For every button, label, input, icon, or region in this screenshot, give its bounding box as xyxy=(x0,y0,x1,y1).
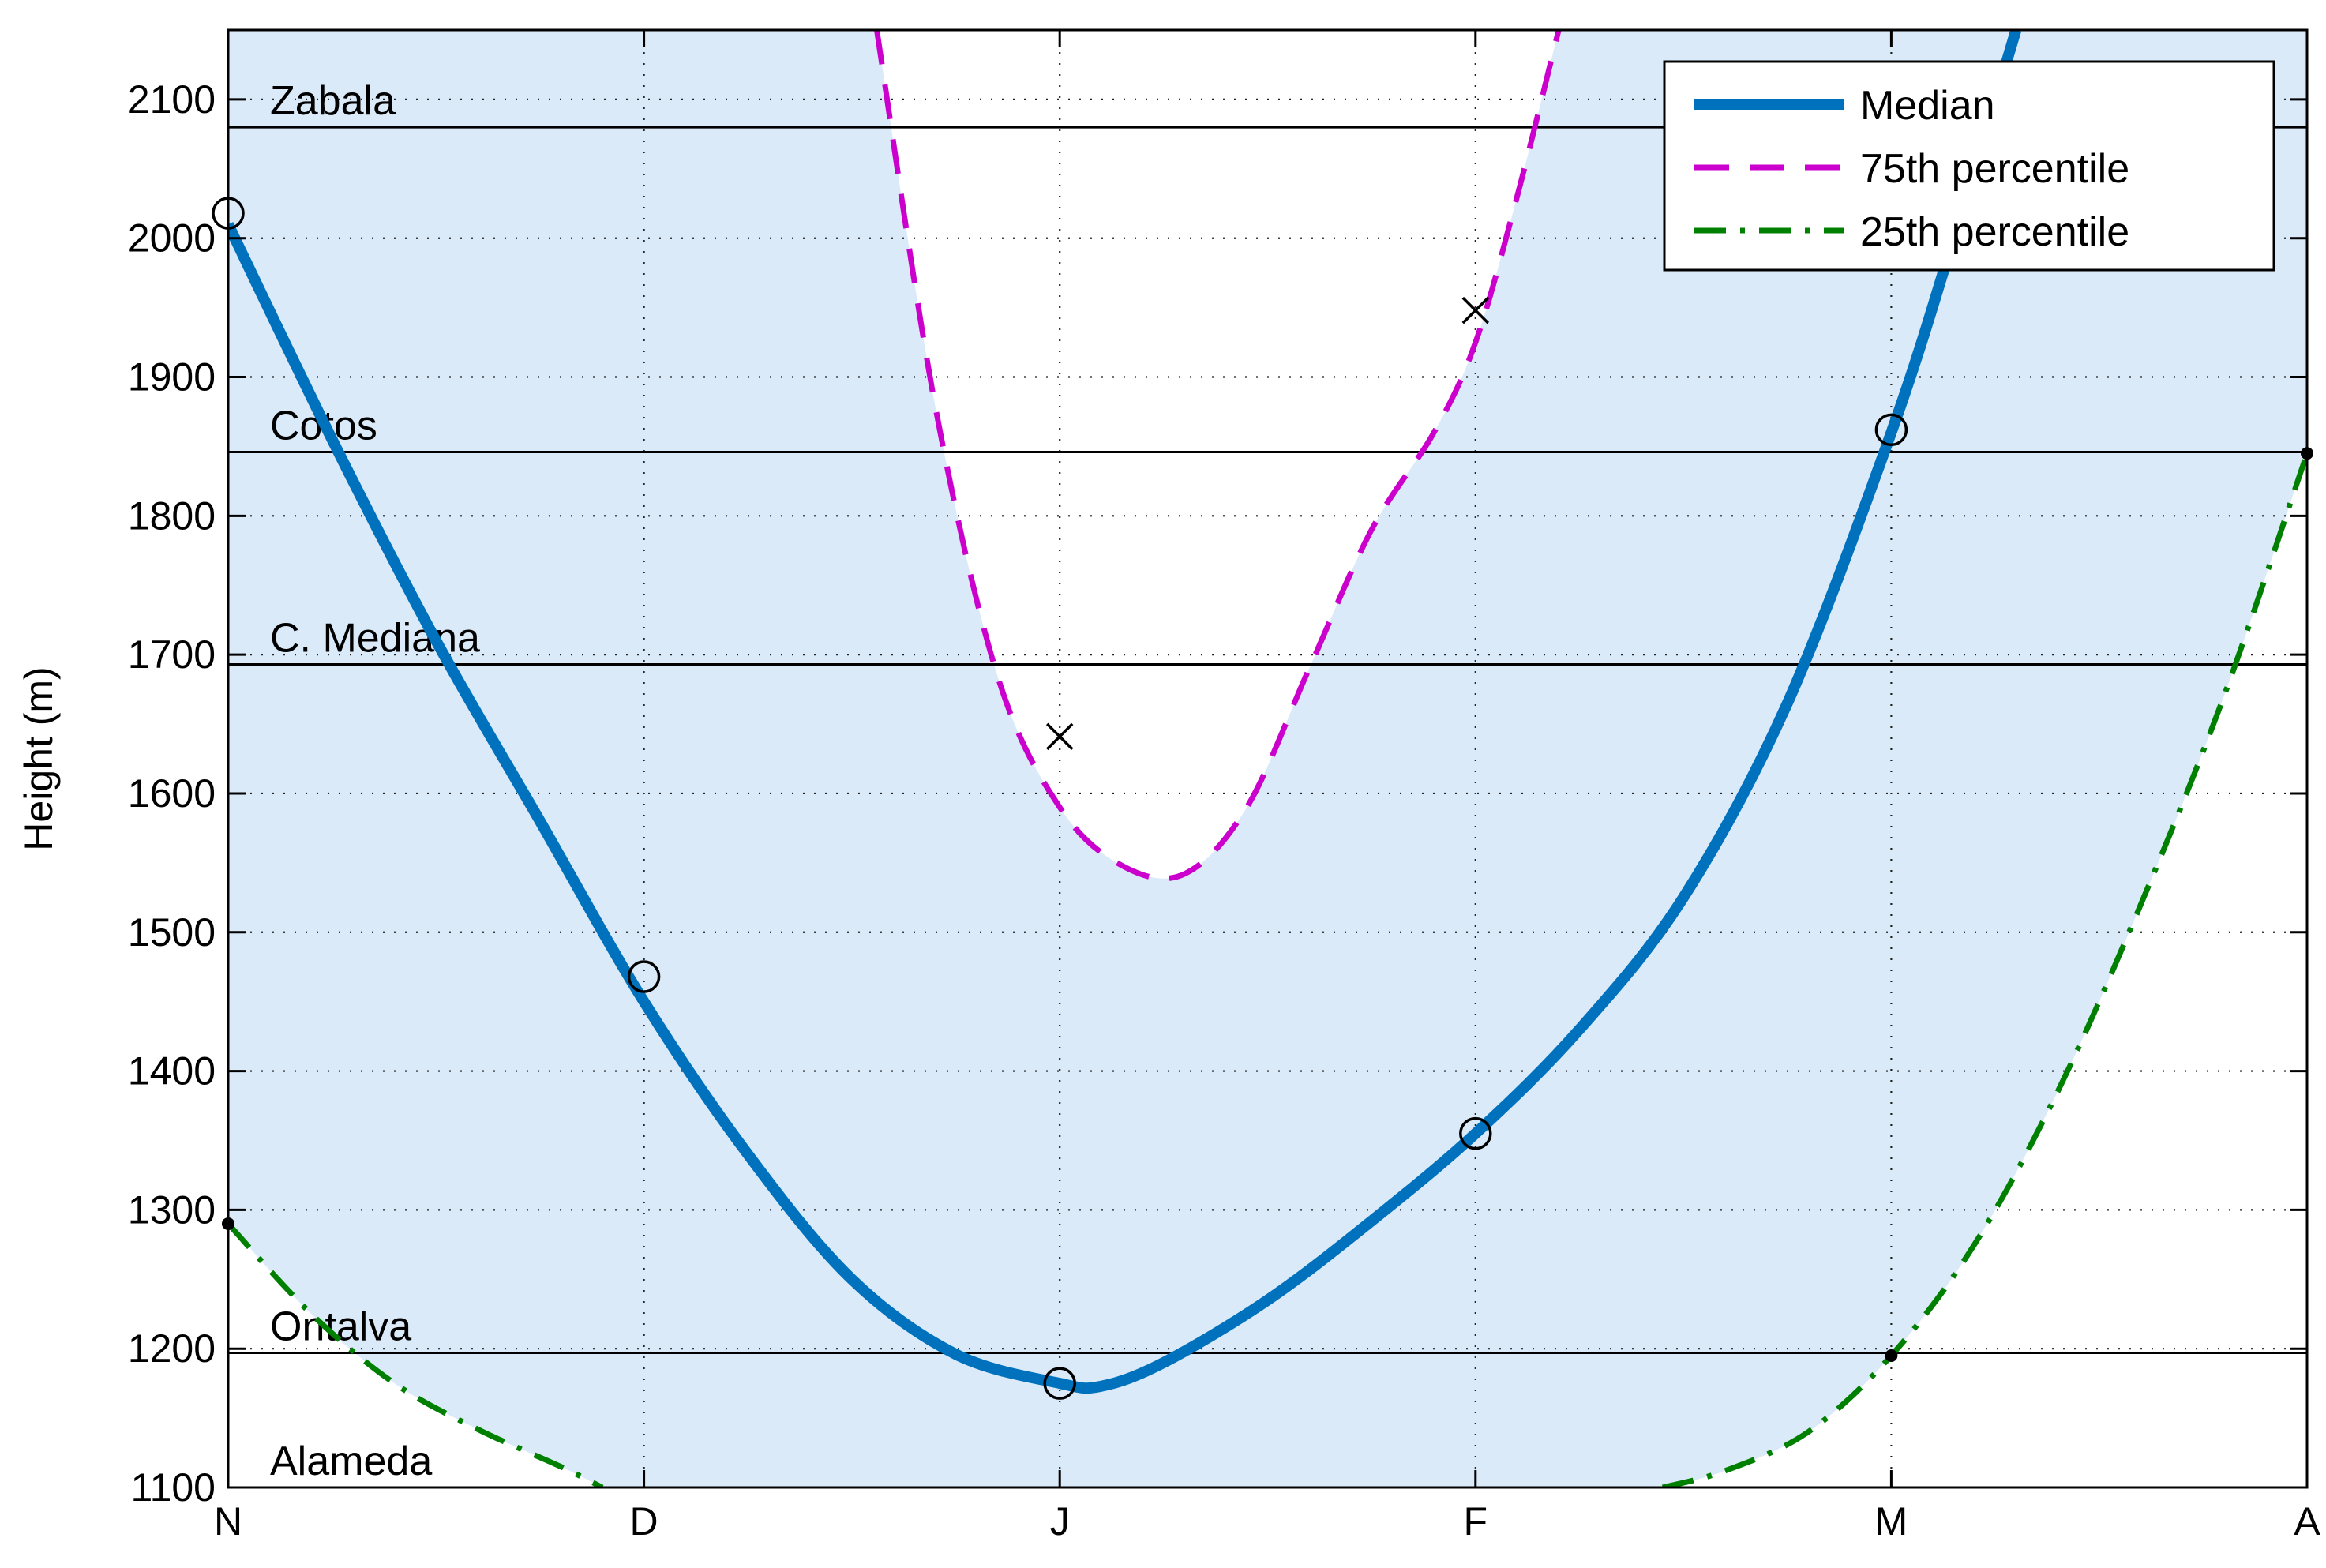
y-axis-title: Height (m) xyxy=(17,666,61,850)
axis-ticks: 1100 1200 1300 1400 1500 1600 1700 1800 1900 2000… xyxy=(128,30,2320,1544)
series-line xyxy=(228,1221,604,1487)
median-marker xyxy=(627,960,661,993)
series-line xyxy=(1661,452,2307,1487)
y-tick-label: 1900 xyxy=(128,355,216,400)
interquartile-band xyxy=(228,30,2307,1487)
plot-frame xyxy=(227,28,2309,1489)
y-tick-label: 1300 xyxy=(128,1187,216,1232)
band-cutout-upper xyxy=(876,30,1559,879)
x-tick-label: J xyxy=(1050,1499,1070,1544)
legend: Median 75th percentile 25th percentile xyxy=(1663,60,2275,272)
series xyxy=(228,30,2307,1487)
band-cutout-lower-left xyxy=(228,1224,602,1487)
x-tick-label: N xyxy=(214,1499,242,1544)
x-tick-label: F xyxy=(1464,1499,1488,1544)
series-line xyxy=(228,30,2022,1394)
median-marker xyxy=(1459,1116,1492,1150)
y-tick-label: 1700 xyxy=(128,632,216,677)
station-label: Zabala xyxy=(270,78,396,124)
p75-marker xyxy=(1461,296,1490,324)
station-label: Ontalva xyxy=(270,1304,411,1349)
y-tick-label: 1500 xyxy=(128,910,216,955)
x-tick-label: M xyxy=(1875,1499,1908,1544)
y-tick-label: 1600 xyxy=(128,771,216,816)
y-tick-label: 1800 xyxy=(128,493,216,538)
y-tick-label: 2000 xyxy=(128,216,216,261)
legend-label: 75th percentile xyxy=(1860,146,2129,192)
legend-label: Median xyxy=(1860,83,1995,129)
legend-label: 25th percentile xyxy=(1860,209,2129,255)
grid xyxy=(228,30,2307,1487)
station-label: Alameda xyxy=(270,1439,432,1484)
x-tick-label: D xyxy=(630,1499,658,1544)
median-marker xyxy=(1874,413,1908,447)
y-tick-label: 1100 xyxy=(130,1465,216,1510)
series-line xyxy=(874,30,1562,882)
p25-marker xyxy=(1885,1349,1898,1362)
y-tick-label: 1400 xyxy=(128,1049,216,1093)
p75-marker xyxy=(1045,722,1074,751)
y-tick-label: 2100 xyxy=(128,77,216,122)
y-tick-label: 1200 xyxy=(128,1326,216,1371)
band-cutout-lower-right xyxy=(1662,453,2307,1487)
median-marker xyxy=(1043,1367,1076,1400)
x-tick-label: A xyxy=(2294,1499,2320,1544)
